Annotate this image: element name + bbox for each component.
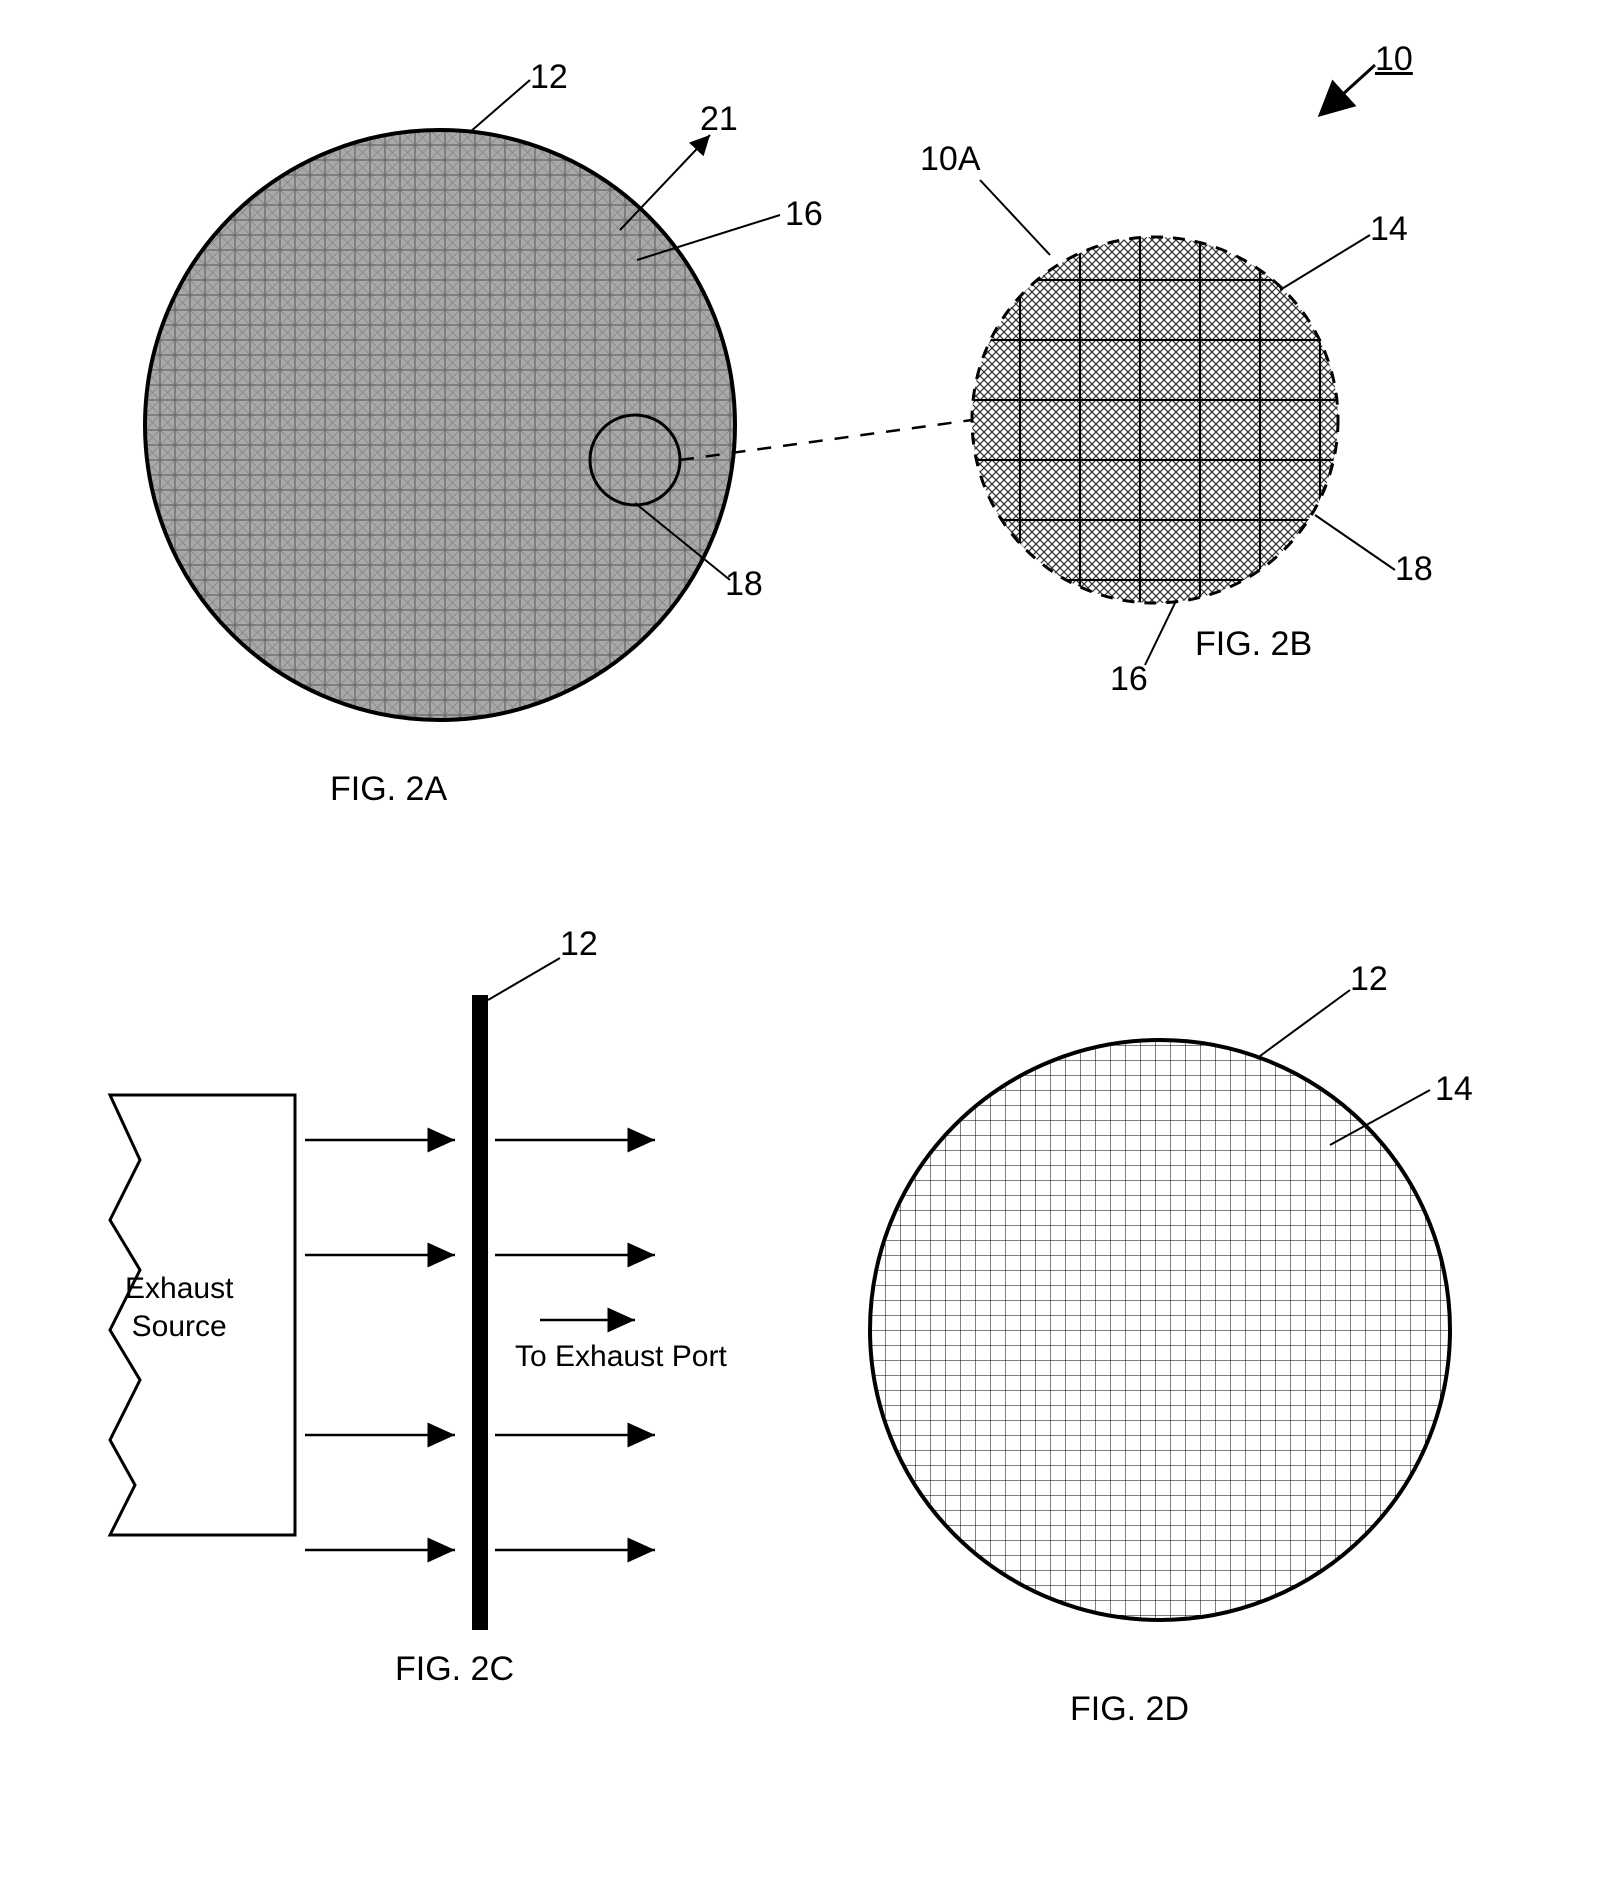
ref-10-2b: 10 (1375, 40, 1413, 79)
fig-2b-caption: FIG. 2B (1195, 625, 1312, 664)
ref-16-2b: 16 (1110, 660, 1148, 699)
ref-12-2d: 12 (1350, 960, 1388, 999)
ref-14-2d: 14 (1435, 1070, 1473, 1109)
fig-2c-caption: FIG. 2C (395, 1650, 514, 1689)
to-exhaust-port-label: To Exhaust Port (515, 1340, 727, 1374)
ref-18-2b: 18 (1395, 550, 1433, 589)
patent-figure-page: 12 21 16 18 FIG. 2A (40, 40, 1562, 1853)
fig-2d-caption: FIG. 2D (1070, 1690, 1189, 1729)
ref-14-2b: 14 (1370, 210, 1408, 249)
ref-12-2c: 12 (560, 925, 598, 964)
ref-10a-2b: 10A (920, 140, 981, 179)
exhaust-source-label: ExhaustSource (125, 1270, 233, 1345)
